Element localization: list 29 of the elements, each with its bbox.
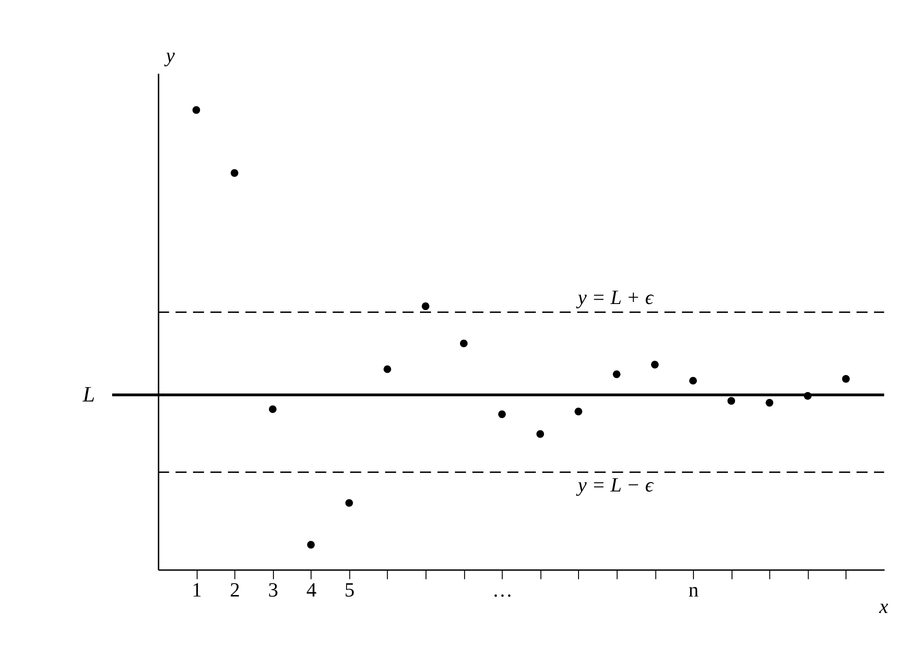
point bbox=[689, 376, 697, 385]
point bbox=[651, 360, 659, 368]
x-tick-label: … bbox=[492, 580, 513, 602]
point bbox=[345, 499, 353, 507]
point bbox=[268, 405, 277, 414]
point bbox=[230, 169, 238, 177]
x-tick-label: 1 bbox=[192, 580, 202, 602]
point bbox=[307, 540, 315, 549]
y-axis-title: y bbox=[164, 44, 175, 67]
point bbox=[192, 106, 200, 114]
point bbox=[727, 397, 736, 405]
point bbox=[460, 340, 468, 348]
point bbox=[384, 365, 392, 374]
point bbox=[422, 302, 430, 310]
point bbox=[574, 408, 582, 416]
ref-line-label: y = L + ϵ bbox=[576, 286, 654, 309]
point bbox=[536, 430, 544, 438]
ref-line-label: y = L − ϵ bbox=[576, 474, 654, 496]
point bbox=[766, 398, 774, 407]
point bbox=[498, 410, 506, 418]
point bbox=[842, 375, 850, 383]
ref-line-label: L bbox=[82, 381, 95, 406]
point bbox=[612, 370, 620, 378]
x-tick-label: 3 bbox=[268, 580, 278, 602]
x-tick-label: 5 bbox=[344, 580, 355, 602]
x-tick-label: 4 bbox=[306, 580, 316, 602]
x-tick-label: 2 bbox=[230, 580, 240, 602]
x-axis-title: x bbox=[878, 596, 888, 618]
x-tick-label: n bbox=[688, 580, 699, 602]
